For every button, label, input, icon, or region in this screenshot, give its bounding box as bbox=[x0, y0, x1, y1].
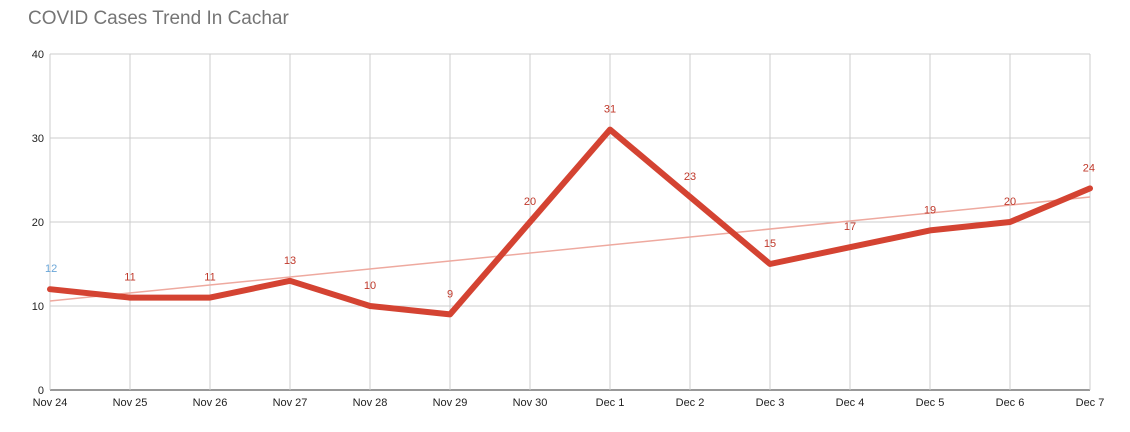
x-tick-label: Dec 2 bbox=[676, 397, 705, 409]
data-label: 19 bbox=[924, 204, 936, 216]
data-label: 9 bbox=[447, 288, 453, 300]
data-label: 24 bbox=[1083, 162, 1095, 174]
chart-title: COVID Cases Trend In Cachar bbox=[28, 8, 289, 29]
x-axis-ticks: Nov 24 Nov 25 Nov 26 Nov 27 Nov 28 Nov 29 Nov … bbox=[33, 397, 1105, 409]
data-label: 10 bbox=[364, 280, 376, 292]
data-label: 12 bbox=[45, 263, 57, 275]
x-tick-label: Nov 24 bbox=[33, 397, 68, 409]
data-labels: 12 11 11 13 10 9 20 31 23 15 17 19 20 24 bbox=[45, 104, 1095, 301]
data-label: 23 bbox=[684, 171, 696, 183]
data-label: 11 bbox=[124, 272, 135, 284]
series bbox=[47, 126, 1093, 318]
x-tick-label: Nov 30 bbox=[513, 397, 548, 409]
y-tick-label: 40 bbox=[32, 49, 44, 61]
data-label: 20 bbox=[1004, 196, 1016, 208]
y-tick-label: 0 bbox=[38, 385, 44, 397]
x-tick-label: Nov 25 bbox=[113, 397, 148, 409]
y-tick-label: 10 bbox=[32, 301, 44, 313]
x-tick-label: Dec 3 bbox=[756, 397, 785, 409]
x-tick-label: Nov 27 bbox=[273, 397, 308, 409]
data-label: 13 bbox=[284, 255, 296, 267]
y-tick-label: 20 bbox=[32, 217, 44, 229]
x-tick-label: Dec 4 bbox=[836, 397, 865, 409]
x-tick-label: Nov 26 bbox=[193, 397, 228, 409]
grid bbox=[49, 53, 1091, 391]
x-tick-label: Nov 29 bbox=[433, 397, 468, 409]
y-axis-ticks: 0 10 20 30 40 bbox=[32, 49, 44, 397]
series-line bbox=[47, 126, 1093, 318]
data-label: 31 bbox=[604, 104, 616, 116]
trendline bbox=[49, 196, 1091, 302]
data-label: 15 bbox=[764, 238, 776, 250]
x-tick-label: Dec 6 bbox=[996, 397, 1025, 409]
data-label: 20 bbox=[524, 196, 536, 208]
x-tick-label: Dec 1 bbox=[596, 397, 625, 409]
trendline-line bbox=[49, 196, 1091, 302]
x-tick-label: Dec 7 bbox=[1076, 397, 1105, 409]
x-tick-label: Dec 5 bbox=[916, 397, 945, 409]
y-tick-label: 30 bbox=[32, 133, 44, 145]
x-tick-label: Nov 28 bbox=[353, 397, 388, 409]
data-label: 17 bbox=[844, 221, 856, 233]
data-label: 11 bbox=[204, 272, 215, 284]
